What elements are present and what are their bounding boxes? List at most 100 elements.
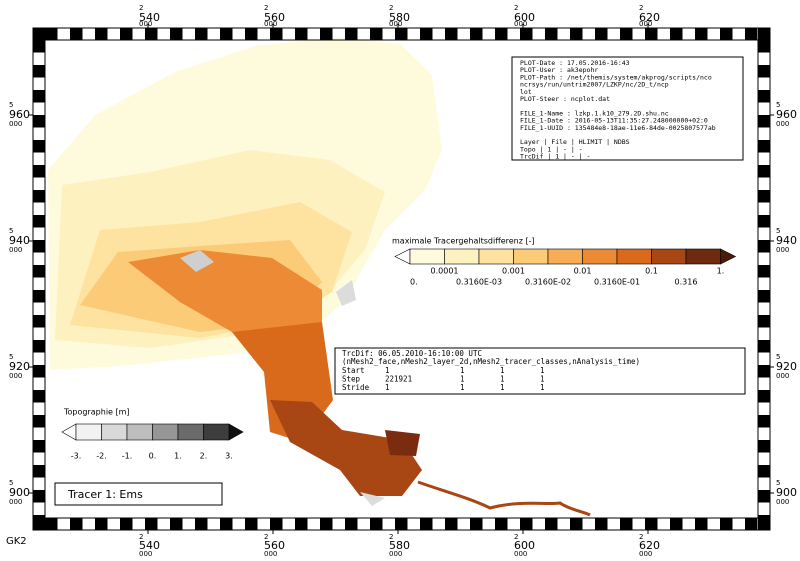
legend-label: -3.	[71, 452, 82, 461]
frame-block	[170, 518, 183, 530]
frame-block	[33, 65, 45, 78]
frame-block	[520, 28, 533, 40]
frame-block	[758, 215, 770, 228]
frame-block	[33, 140, 45, 153]
selection-cell: 1	[385, 366, 390, 375]
frame-block	[33, 165, 45, 178]
info-line: FILE_1-Name : lzkp.1.k10_279.2D.shu.nc	[520, 109, 669, 117]
x-tick-prefix: 2	[514, 4, 518, 12]
x-tick-suffix: 000	[639, 550, 652, 558]
legend-label: 1.	[174, 452, 182, 461]
selection-cell: 1	[385, 383, 390, 392]
info-line: ncrsys/run/untrim2007/LZKP/nc/2D_t/ncp	[520, 81, 669, 89]
x-tick-label: 600	[514, 539, 535, 552]
frame-block	[758, 290, 770, 303]
frame-block	[495, 28, 508, 40]
y-tick-prefix: 5	[9, 101, 13, 109]
frame-block	[758, 390, 770, 403]
land-patch	[360, 492, 385, 506]
frame-block	[33, 90, 45, 103]
frame-block	[295, 28, 308, 40]
frame-block	[470, 28, 483, 40]
frame-block	[45, 518, 58, 530]
x-tick-suffix: 000	[139, 550, 152, 558]
frame-block	[745, 28, 758, 40]
y-tick-label: 920	[9, 360, 30, 373]
y-tick-label: 960	[9, 108, 30, 121]
frame-block	[758, 440, 770, 453]
info-line: PLOT-User : ak3epohr	[520, 66, 598, 74]
frame-block	[758, 340, 770, 353]
legend-swatch	[513, 248, 549, 265]
x-tick-suffix: 000	[389, 20, 402, 28]
frame-block	[758, 140, 770, 153]
crs-label: GK2	[6, 536, 27, 547]
legend-swatch	[616, 248, 652, 265]
legend-label: 0.3160E-02	[525, 278, 571, 287]
water-class	[385, 430, 420, 456]
legend-swatch	[75, 423, 102, 441]
legend-swatch	[478, 248, 514, 265]
legend-label: 0.001	[502, 267, 525, 276]
selection-cell: 1	[460, 366, 465, 375]
y-tick-prefix: 5	[776, 227, 780, 235]
topo-legend-title: Topographie [m]	[63, 408, 130, 417]
frame-block	[620, 518, 633, 530]
frame-corner	[33, 28, 45, 40]
frame-block	[758, 90, 770, 103]
legend-swatch	[547, 248, 583, 265]
info-line: PLOT-Date : 17.05.2016-16:43	[520, 59, 630, 67]
frame-block	[620, 28, 633, 40]
info-line: Layer | File | HLIMIT | NDBS	[520, 138, 630, 146]
y-tick-label: 940	[9, 234, 30, 247]
y-tick-prefix: 5	[9, 353, 13, 361]
frame-block	[145, 518, 158, 530]
frame-block	[758, 40, 770, 53]
selection-cell: 1	[540, 383, 545, 392]
selection-cell: 1	[500, 375, 505, 384]
y-tick-suffix: 000	[776, 120, 789, 128]
frame-block	[445, 518, 458, 530]
info-line: PLOT-Path : /net/themis/system/akprog/sc…	[520, 73, 712, 81]
legend-swatch	[582, 248, 618, 265]
x-tick-prefix: 2	[139, 533, 143, 541]
frame-block	[33, 215, 45, 228]
x-tick-label: 540	[139, 11, 160, 24]
info-line: PLOT-Steer : ncplot.dat	[520, 95, 610, 103]
water-class	[270, 400, 422, 496]
y-tick-label: 900	[776, 486, 797, 499]
frame-block	[695, 28, 708, 40]
selection-cell: Stride	[342, 383, 370, 392]
y-tick-label: 960	[776, 108, 797, 121]
y-tick-suffix: 000	[776, 246, 789, 254]
selection-box	[334, 347, 746, 395]
frame-block	[33, 490, 45, 503]
x-tick-suffix: 000	[639, 20, 652, 28]
x-tick-suffix: 000	[264, 20, 277, 28]
frame-block	[270, 518, 283, 530]
frame-block	[545, 518, 558, 530]
info-line: lot	[520, 88, 532, 96]
land-patch	[180, 250, 214, 272]
frame-block	[320, 28, 333, 40]
selection-cell: Start	[342, 366, 365, 375]
legend-label: 0.0001	[431, 267, 459, 276]
frame-block	[345, 28, 358, 40]
x-tick-suffix: 000	[264, 550, 277, 558]
y-tick-suffix: 000	[776, 498, 789, 506]
frame-block	[170, 28, 183, 40]
frame-block	[520, 518, 533, 530]
x-tick-prefix: 2	[264, 533, 268, 541]
frame-block	[95, 518, 108, 530]
frame-block	[370, 518, 383, 530]
legend-swatch	[444, 248, 480, 265]
frame-block	[395, 28, 408, 40]
frame-block	[295, 518, 308, 530]
x-tick-prefix: 2	[514, 533, 518, 541]
water-class	[128, 250, 322, 342]
legend-label: -1.	[122, 452, 133, 461]
legend-label: 0.01	[574, 267, 592, 276]
frame-block	[758, 365, 770, 378]
info-line: FILE_1-Date : 2016-05-13T11:35:27.248000…	[520, 117, 708, 125]
